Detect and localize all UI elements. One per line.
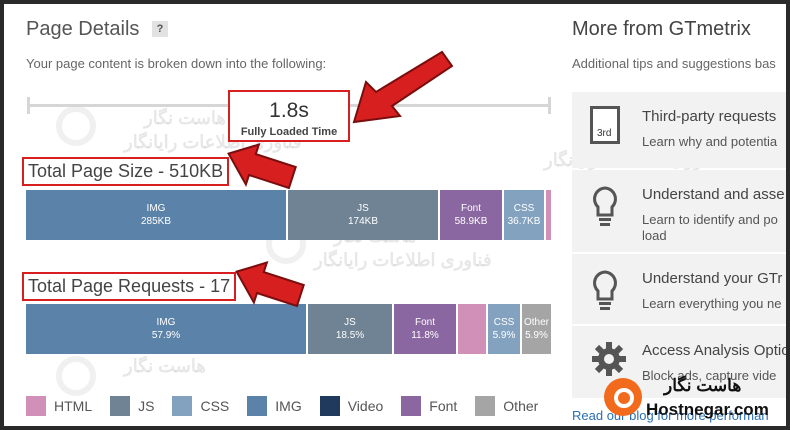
legend-swatch <box>172 396 193 416</box>
segment-name: IMG <box>156 317 176 328</box>
legend-swatch <box>319 396 340 416</box>
card-title: Understand your GTr <box>642 270 783 287</box>
watermark-logo <box>56 106 96 146</box>
red-arrow-icon <box>352 50 454 124</box>
bar-segment[interactable]: IMG 57.9% <box>26 304 308 354</box>
segment-value: 174KB <box>347 216 379 227</box>
segment-value: 18.5% <box>335 330 365 341</box>
segment-name: JS <box>357 203 369 214</box>
page-details-subtitle: Your page content is broken down into th… <box>26 56 327 71</box>
segment-value: 11.8% <box>411 330 439 341</box>
fully-loaded-value: 1.8s <box>269 99 309 122</box>
segment-value: 5.9% <box>525 330 548 341</box>
page-details-title: Page Details <box>26 18 140 40</box>
card-desc: Learn why and potentia <box>642 134 778 149</box>
lightbulb-icon <box>593 186 617 226</box>
segment-value: 36.7KB <box>507 216 541 227</box>
legend-item: Other <box>475 396 538 416</box>
page-size-bar: IMG 285KB JS 174KB Font 58.9KB CSS 36.7KB <box>26 190 551 240</box>
segment-name: Other <box>523 317 549 328</box>
timeline-end-tick <box>548 97 551 114</box>
fully-loaded-label: Fully Loaded Time <box>240 126 338 138</box>
bar-segment[interactable]: Font 11.8% <box>394 304 458 354</box>
help-icon[interactable]: ? <box>152 21 168 37</box>
lightbulb-icon <box>593 270 617 310</box>
document-icon: 3rd <box>590 106 620 144</box>
legend-label: Other <box>503 398 539 414</box>
segment-name: CSS <box>513 203 535 214</box>
page-requests-bar: IMG 57.9% JS 18.5% Font 11.8% CSS 5.9% Other 5.9% <box>26 304 551 354</box>
card-title: Third-party requests <box>642 108 777 125</box>
content-type-legend: HTML JS CSS IMG Video Font Other <box>26 396 556 416</box>
red-arrow-icon <box>235 261 305 308</box>
legend-swatch <box>247 396 268 416</box>
watermark-text: فناوری اطلاعات رایانگار <box>314 250 492 270</box>
more-subtitle: Additional tips and suggestions bas <box>572 56 776 71</box>
bar-segment[interactable]: IMG 285KB <box>26 190 288 240</box>
red-arrow-icon <box>227 143 297 190</box>
card-third-party-requests[interactable]: 3rd Third-party requests Learn why and p… <box>572 92 786 168</box>
legend-item: Font <box>401 396 457 416</box>
segment-value: 285KB <box>140 216 172 227</box>
legend-swatch <box>475 396 496 416</box>
segment-value: 57.9% <box>151 330 181 341</box>
total-page-size-label: Total Page Size - 510KB <box>22 157 230 186</box>
card-desc: Learn everything you ne <box>642 296 782 311</box>
legend-label: Video <box>347 398 384 414</box>
watermark-text: هاست نگار <box>124 356 206 376</box>
bar-segment[interactable]: Font 58.9KB <box>440 190 504 240</box>
bar-segment[interactable] <box>458 304 488 354</box>
legend-item: CSS <box>172 396 229 416</box>
legend-item: IMG <box>247 396 302 416</box>
segment-name: Font <box>414 317 435 328</box>
fully-loaded-time: 1.8s Fully Loaded Time <box>228 90 350 142</box>
segment-value: 5.9% <box>492 330 516 341</box>
card-desc: Block ads, capture vide <box>642 368 777 383</box>
card-understand-gtmetrix[interactable]: Understand your GTr Learn everything you… <box>572 254 786 324</box>
segment-value: 58.9KB <box>454 216 488 227</box>
legend-swatch <box>110 396 131 416</box>
legend-label: Font <box>429 398 458 414</box>
segment-name: CSS <box>493 317 515 328</box>
gtmetrix-frame: هاست نگار فناوری اطلاعات رایانگار هاست ن… <box>4 4 786 426</box>
card-access-analysis-options[interactable]: Access Analysis Optio Block ads, capture… <box>572 326 786 398</box>
bar-segment[interactable]: Other 5.9% <box>522 304 551 354</box>
bar-segment[interactable]: CSS 5.9% <box>488 304 522 354</box>
legend-item: Video <box>319 396 384 416</box>
legend-swatch <box>401 396 422 416</box>
legend-item: JS <box>110 396 154 416</box>
segment-name: Font <box>460 203 481 214</box>
legend-item: HTML <box>26 396 92 416</box>
watermark-text: هاست نگار <box>144 108 226 128</box>
hostnegar-logo: هاست نگار Hostnegar.com <box>598 372 786 424</box>
card-understand-assess[interactable]: Understand and asse Learn to identify an… <box>572 170 786 252</box>
card-desc: Learn to identify and po load <box>642 212 778 243</box>
more-from-gtmetrix-title: More from GTmetrix <box>572 18 751 40</box>
segment-name: IMG <box>146 203 166 214</box>
legend-label: CSS <box>200 398 230 414</box>
segment-name: JS <box>344 317 356 328</box>
card-title: Access Analysis Optio <box>642 342 786 359</box>
card-title: Understand and asse <box>642 186 785 203</box>
brand-name-en: Hostnegar.com <box>646 400 769 419</box>
brand-name-fa: هاست نگار <box>664 376 742 395</box>
bar-segment[interactable] <box>546 190 551 240</box>
bar-segment[interactable]: JS 18.5% <box>308 304 394 354</box>
bar-segment[interactable]: CSS 36.7KB <box>504 190 546 240</box>
total-page-requests-label: Total Page Requests - 17 <box>22 272 237 301</box>
watermark-logo <box>56 356 96 396</box>
legend-label: JS <box>138 398 155 414</box>
legend-label: IMG <box>275 398 302 414</box>
legend-swatch <box>26 396 46 416</box>
legend-label: HTML <box>54 398 93 414</box>
gear-icon <box>592 342 626 376</box>
bar-segment[interactable]: JS 174KB <box>288 190 440 240</box>
hostnegar-logo-icon <box>604 378 642 416</box>
